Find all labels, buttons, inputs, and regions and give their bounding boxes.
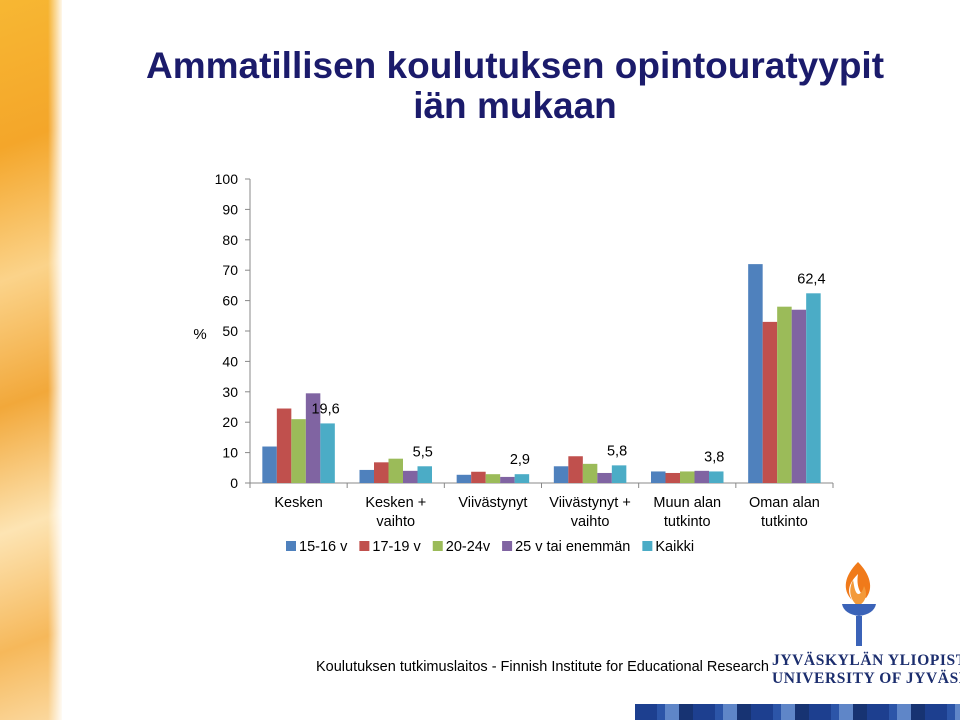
legend-swatch bbox=[359, 541, 370, 551]
bar bbox=[262, 446, 277, 483]
logo-text-en: UNIVERSITY OF JYVÄSKYLÄ bbox=[772, 670, 960, 687]
y-tick-label: 40 bbox=[222, 353, 238, 369]
x-tick-label: tutkinto bbox=[664, 514, 711, 530]
bar bbox=[500, 476, 515, 483]
legend-swatch bbox=[642, 541, 653, 551]
x-tick-label: vaihto bbox=[571, 514, 610, 530]
y-tick-label: 0 bbox=[230, 475, 238, 491]
bar bbox=[456, 474, 472, 483]
bar bbox=[359, 469, 374, 483]
data-label: 3,8 bbox=[704, 449, 724, 465]
bar bbox=[320, 423, 335, 483]
y-tick-label: 100 bbox=[215, 171, 239, 187]
torch-icon bbox=[842, 562, 876, 646]
bar bbox=[665, 472, 680, 483]
y-axis-label: % bbox=[193, 326, 206, 343]
bar bbox=[374, 462, 389, 483]
legend-label: 25 v tai enemmän bbox=[515, 539, 630, 555]
bar bbox=[417, 466, 432, 483]
decorative-side-band bbox=[0, 0, 62, 720]
y-tick-label: 50 bbox=[222, 323, 238, 339]
decorative-bottom-strip bbox=[635, 704, 960, 720]
y-tick-label: 60 bbox=[222, 293, 238, 309]
bar bbox=[791, 309, 807, 483]
y-tick-label: 20 bbox=[222, 414, 238, 430]
y-tick-label: 70 bbox=[222, 262, 238, 278]
bar bbox=[582, 463, 598, 483]
legend-label: 20-24v bbox=[446, 539, 491, 555]
data-label: 5,5 bbox=[413, 444, 433, 460]
title-line-2: iän mukaan bbox=[413, 85, 617, 126]
x-tick-label: Oman alan bbox=[749, 495, 820, 511]
bar bbox=[777, 306, 792, 483]
data-label: 62,4 bbox=[797, 271, 825, 287]
legend-swatch bbox=[432, 541, 443, 551]
bar bbox=[388, 458, 403, 483]
bar bbox=[597, 472, 612, 483]
x-tick-label: Kesken + bbox=[365, 495, 426, 511]
bar bbox=[485, 474, 501, 483]
bar bbox=[568, 456, 583, 483]
legend-swatch bbox=[286, 541, 296, 551]
x-tick-label: Kesken bbox=[274, 495, 322, 511]
bar bbox=[276, 408, 292, 483]
bar bbox=[680, 471, 695, 483]
bar bbox=[806, 293, 821, 483]
page-title: Ammatillisen koulutuksen opintouratyypit… bbox=[90, 46, 940, 126]
x-tick-label: Viivästynyt + bbox=[549, 495, 631, 511]
legend-label: 15-16 v bbox=[299, 539, 348, 555]
legend-label: Kaikki bbox=[655, 539, 694, 555]
logo-text-fi: JYVÄSKYLÄN YLIOPISTO bbox=[772, 652, 960, 669]
data-label: 5,8 bbox=[607, 443, 627, 459]
legend-label: 17-19 v bbox=[372, 539, 421, 555]
bar bbox=[553, 466, 569, 483]
legend-swatch bbox=[502, 541, 513, 551]
y-tick-label: 10 bbox=[222, 445, 238, 461]
x-tick-label: Viivästynyt bbox=[458, 495, 527, 511]
bar bbox=[471, 471, 486, 483]
x-tick-label: tutkinto bbox=[761, 514, 808, 530]
y-tick-label: 90 bbox=[222, 201, 238, 217]
bar bbox=[291, 419, 306, 483]
y-tick-label: 80 bbox=[222, 232, 238, 248]
bar bbox=[305, 393, 321, 483]
bar bbox=[748, 264, 763, 483]
bar bbox=[709, 471, 724, 483]
bar bbox=[694, 470, 709, 483]
bar bbox=[403, 470, 418, 483]
footer-text: Koulutuksen tutkimuslaitos - Finnish Ins… bbox=[316, 659, 769, 675]
y-tick-label: 30 bbox=[222, 384, 238, 400]
data-label: 2,9 bbox=[510, 452, 530, 468]
title-line-1: Ammatillisen koulutuksen opintouratyypit bbox=[145, 45, 885, 86]
bar bbox=[762, 321, 778, 483]
bar bbox=[514, 474, 530, 483]
data-label: 19,6 bbox=[311, 401, 339, 417]
bar bbox=[651, 471, 666, 483]
x-tick-label: Muun alan bbox=[653, 495, 721, 511]
bar bbox=[611, 465, 627, 483]
x-tick-label: vaihto bbox=[376, 514, 415, 530]
